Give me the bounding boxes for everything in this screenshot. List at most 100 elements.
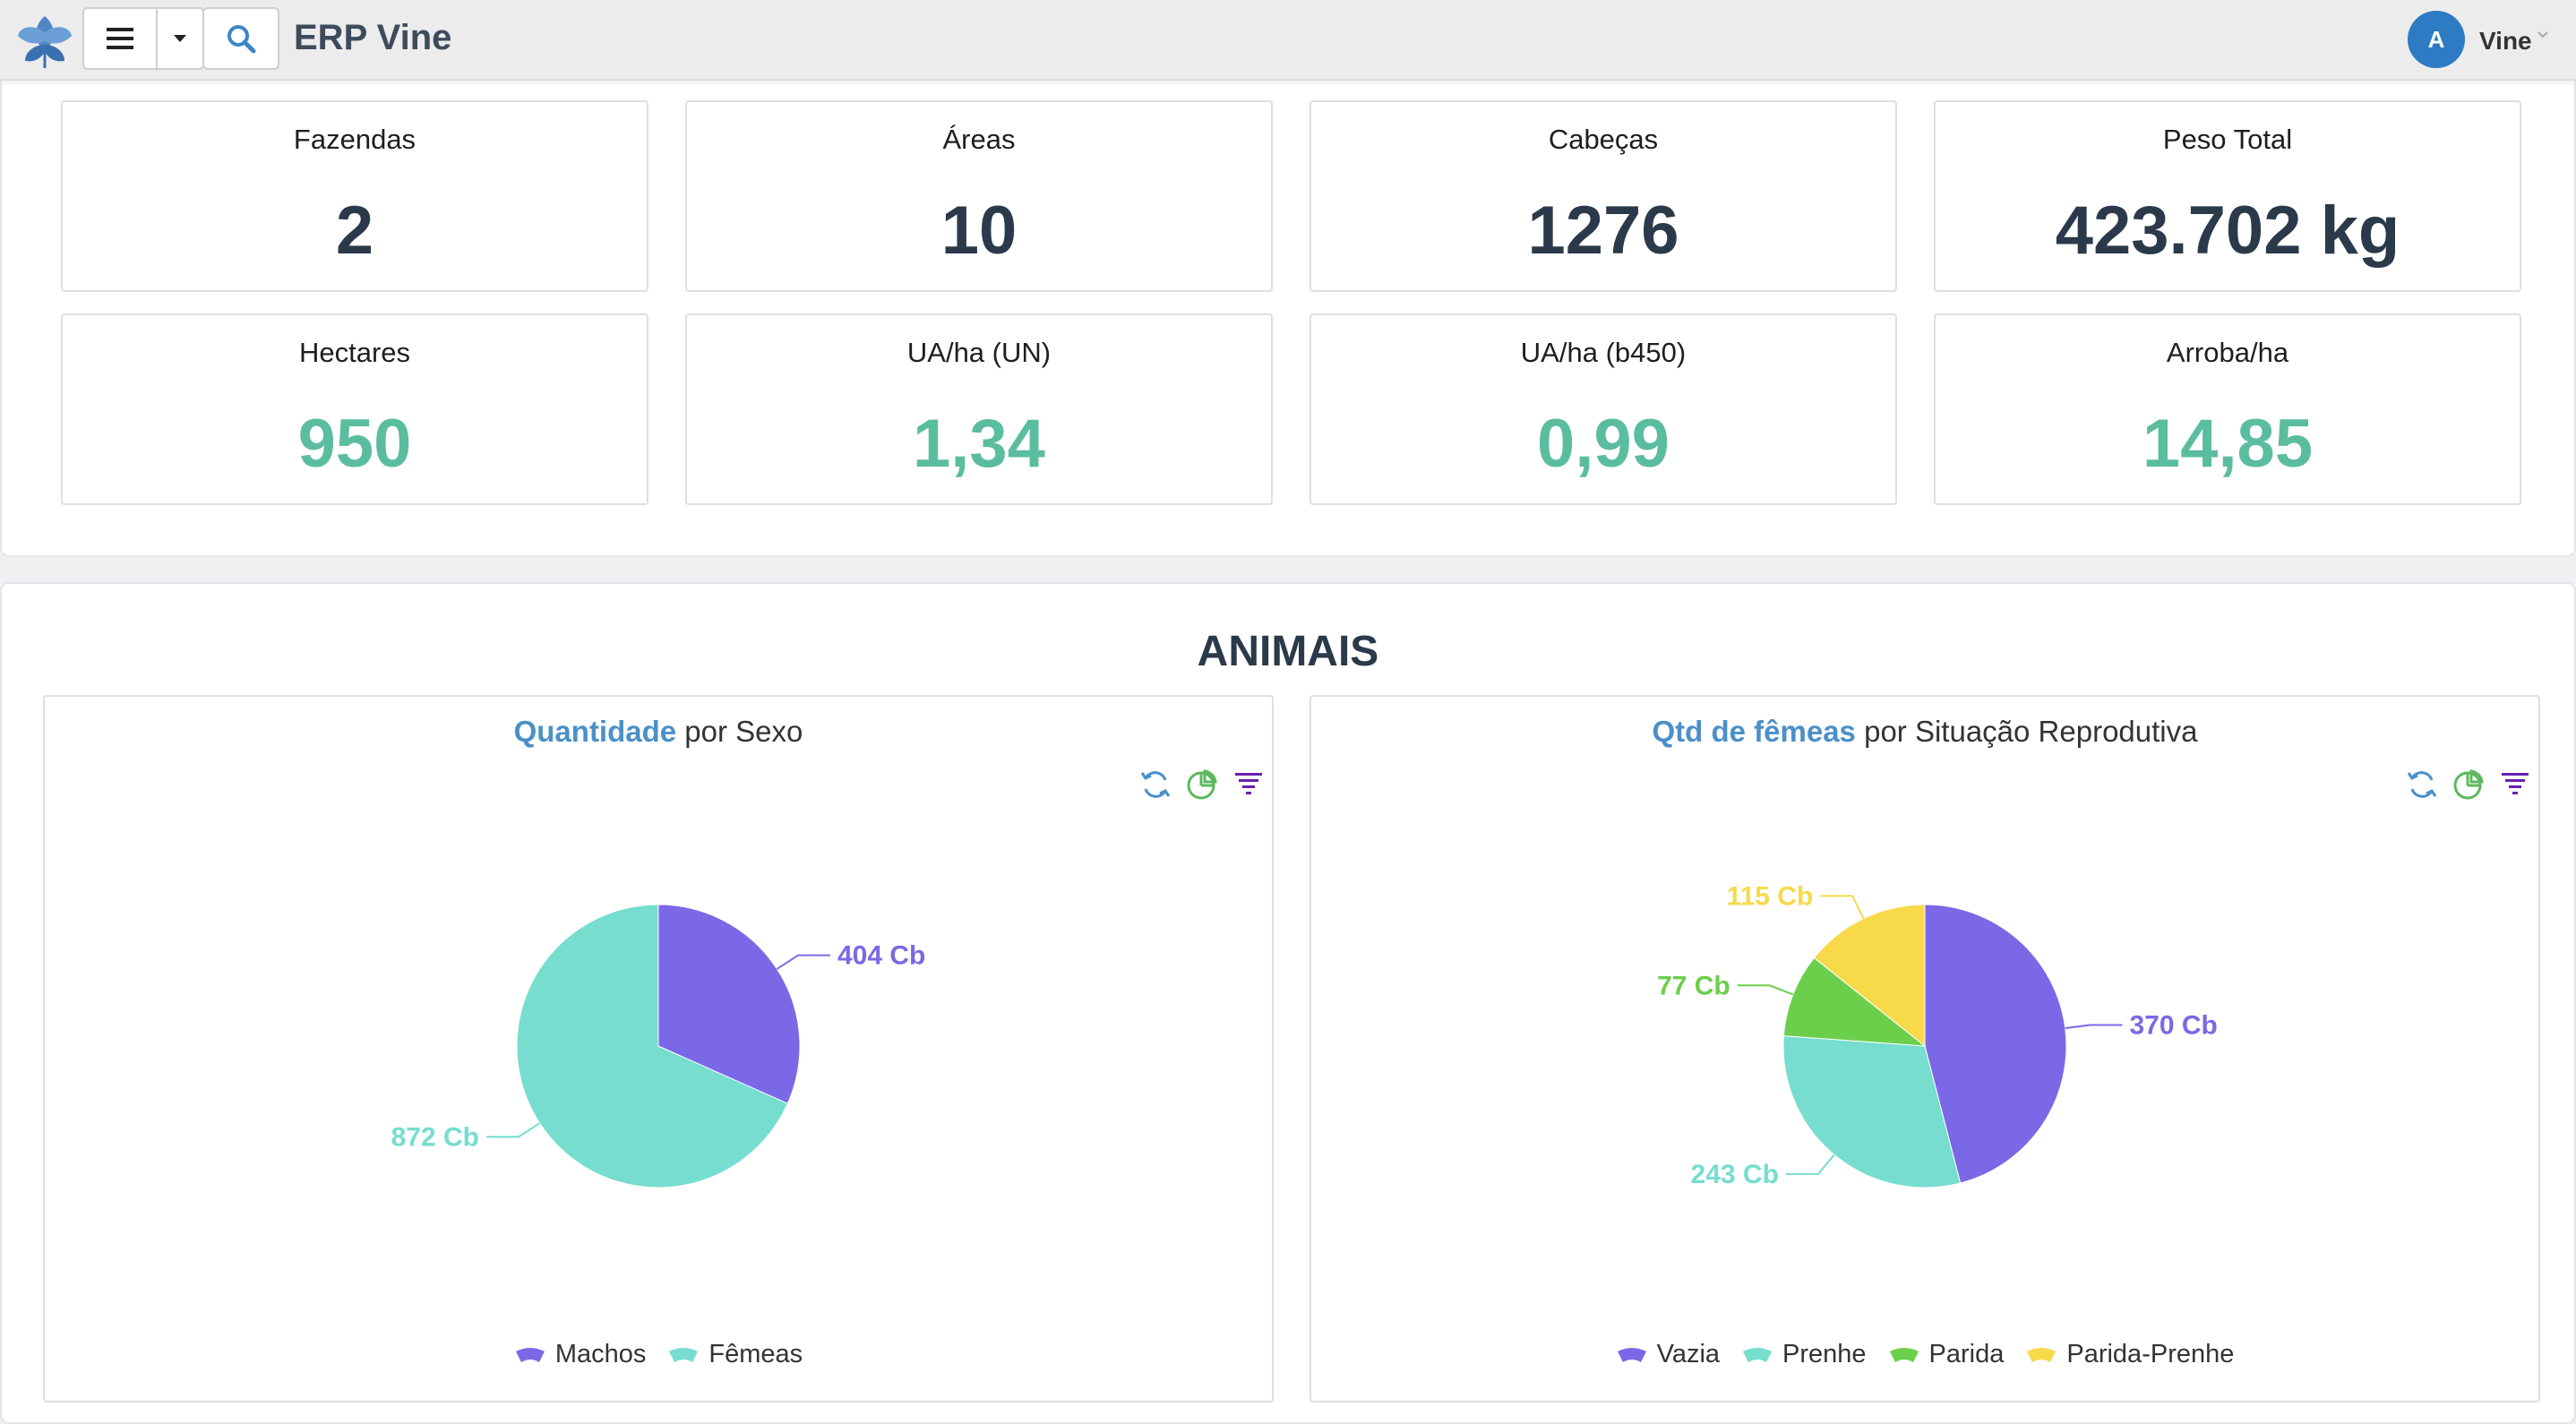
- chart-legend: Machos Fêmeas: [45, 1340, 1272, 1369]
- legend-label: Fêmeas: [708, 1340, 803, 1368]
- pie-label-line: [776, 954, 830, 970]
- section-title: ANIMAIS: [1197, 628, 1379, 675]
- pie-data-label: 872 Cb: [391, 1122, 479, 1152]
- app-title: ERP Vine: [294, 18, 452, 57]
- filter-button[interactable]: [1231, 767, 1267, 802]
- stat-card-ua-ha-un: UA/ha (UN) 1,34: [685, 313, 1273, 505]
- filter-button[interactable]: [2497, 767, 2533, 802]
- stat-card-areas: Áreas 10: [685, 100, 1273, 292]
- pie-slice-parida-prenhe[interactable]: [1813, 904, 1926, 1048]
- legend-item-parida[interactable]: Parida: [1888, 1340, 2005, 1369]
- chart-toolbar: [2404, 767, 2533, 802]
- pie-slice-fêmeas[interactable]: [516, 904, 789, 1188]
- pie-slice-prenhe[interactable]: [1782, 1035, 1962, 1188]
- chart-title-rest: por Sexo: [676, 715, 803, 748]
- legend-marker-icon: [2027, 1347, 2057, 1362]
- stat-value: 0,99: [1537, 406, 1670, 482]
- top-navbar: ERP Vine A Vine: [0, 0, 2576, 81]
- user-menu-name[interactable]: Vine: [2479, 27, 2532, 55]
- pie-chart-icon: [1187, 769, 1217, 800]
- refresh-button[interactable]: [2404, 767, 2440, 802]
- menu-toggle-button[interactable]: [84, 9, 158, 68]
- stats-panel: Fazendas 2 Áreas 10 Cabeças 1276 Peso To…: [0, 54, 2576, 557]
- menu-dropdown-button[interactable]: [158, 9, 202, 68]
- legend-label: Parida: [1928, 1340, 2005, 1368]
- stat-value: 1,34: [913, 406, 1045, 482]
- pie-slice-parida[interactable]: [1782, 956, 1927, 1047]
- refresh-icon: [2407, 771, 2437, 798]
- pie-chart-reproducao: 370 Cb 243 Cb 77 Cb 115 Cb: [1657, 881, 2218, 1189]
- legend-label: Parida-Prenhe: [2066, 1340, 2235, 1368]
- stat-label: Arroba/ha: [2166, 337, 2289, 368]
- stat-card-hectares: Hectares 950: [61, 313, 648, 505]
- stat-label: Cabeças: [1548, 124, 1659, 155]
- chart-title-highlight: Qtd de fêmeas: [1652, 715, 1856, 748]
- stat-card-arroba-ha: Arroba/ha 14,85: [1934, 313, 2521, 505]
- pie-chart-button[interactable]: [2451, 767, 2486, 802]
- legend-label: Machos: [554, 1340, 647, 1368]
- pie-label-line: [2065, 1024, 2123, 1030]
- stat-value: 2: [335, 193, 374, 269]
- chart-title-rest: por Situação Reprodutiva: [1855, 715, 2198, 748]
- legend-item-vazia[interactable]: Vazia: [1616, 1340, 1720, 1369]
- pie-label-line: [486, 1122, 541, 1138]
- pie-data-label: 404 Cb: [837, 941, 925, 971]
- pie-slice-machos[interactable]: [657, 904, 801, 1104]
- pie-data-label: 77 Cb: [1657, 971, 1730, 1000]
- pie-data-label: 370 Cb: [2130, 1010, 2218, 1040]
- stat-card-fazendas: Fazendas 2: [61, 100, 648, 292]
- stat-card-peso-total: Peso Total 423.702 kg: [1934, 100, 2521, 292]
- stat-value: 1276: [1527, 193, 1679, 269]
- stat-label: UA/ha (b450): [1520, 337, 1687, 368]
- stat-value: 950: [297, 406, 412, 482]
- chart-title-highlight: Quantidade: [513, 715, 677, 748]
- chart-card-sexo: Quantidade por Sexo: [43, 695, 1274, 1403]
- stat-label: Áreas: [942, 124, 1016, 155]
- pie-label-line: [1820, 895, 1865, 920]
- caret-down-icon: [174, 35, 186, 42]
- animais-panel: ANIMAIS Quantidade por Sexo: [0, 582, 2576, 1424]
- stat-value: 423.702 kg: [2055, 193, 2400, 269]
- search-button[interactable]: [202, 7, 279, 70]
- legend-marker-icon: [1617, 1347, 1646, 1362]
- search-icon: [228, 25, 256, 54]
- stat-label: Fazendas: [293, 124, 416, 155]
- leaf-logo-icon[interactable]: [13, 9, 77, 72]
- stat-label: UA/ha (UN): [906, 337, 1052, 368]
- hamburger-menu-icon: [107, 28, 133, 49]
- menu-button-group: [82, 7, 204, 70]
- pie-chart-button[interactable]: [1184, 767, 1220, 802]
- filter-icon: [1235, 773, 1262, 794]
- legend-item-fêmeas[interactable]: Fêmeas: [667, 1340, 803, 1369]
- legend-marker-icon: [1743, 1347, 1773, 1362]
- filter-icon: [2502, 773, 2529, 794]
- stat-value: 14,85: [2142, 406, 2314, 482]
- pie-label-line: [1737, 984, 1794, 996]
- chevron-down-icon[interactable]: [2537, 30, 2549, 39]
- legend-item-prenhe[interactable]: Prenhe: [1741, 1340, 1867, 1369]
- stat-card-ua-ha-b450: UA/ha (b450) 0,99: [1309, 313, 1897, 505]
- legend-label: Vazia: [1656, 1340, 1721, 1368]
- chart-card-reproducao: Qtd de fêmeas por Situação Reprodutiva: [1309, 695, 2540, 1403]
- refresh-icon: [1140, 771, 1171, 798]
- pie-data-label: 243 Cb: [1691, 1160, 1779, 1189]
- stat-label: Hectares: [298, 337, 411, 368]
- pie-data-label: 115 Cb: [1727, 881, 1814, 911]
- pie-chart-icon: [2453, 769, 2484, 800]
- chart-toolbar: [1138, 767, 1267, 802]
- avatar[interactable]: A: [2408, 11, 2465, 68]
- chart-legend: Vazia Prenhe Parida Parida-Prenhe: [1311, 1340, 2538, 1369]
- legend-item-machos[interactable]: Machos: [514, 1340, 647, 1369]
- legend-label: Prenhe: [1782, 1340, 1867, 1368]
- legend-item-parida-prenhe[interactable]: Parida-Prenhe: [2025, 1340, 2234, 1369]
- legend-marker-icon: [1889, 1347, 1919, 1362]
- stat-card-cabecas: Cabeças 1276: [1309, 100, 1897, 292]
- chart-title: Qtd de fêmeas por Situação Reprodutiva: [1311, 715, 2538, 749]
- stat-value: 10: [940, 193, 1018, 269]
- chart-title: Quantidade por Sexo: [45, 715, 1272, 749]
- pie-label-line: [1785, 1154, 1835, 1175]
- refresh-button[interactable]: [1138, 767, 1173, 802]
- legend-marker-icon: [515, 1347, 545, 1362]
- stat-label: Peso Total: [2162, 124, 2293, 155]
- pie-chart-sexo: 404 Cb 872 Cb: [391, 904, 925, 1188]
